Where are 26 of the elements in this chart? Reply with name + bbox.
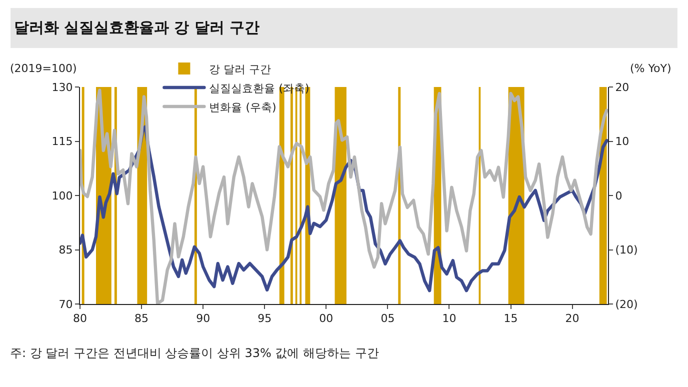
x-tick-label: 10 xyxy=(442,312,456,326)
y2-tick-label: (20) xyxy=(615,298,638,311)
x-tick-label: 05 xyxy=(380,312,395,326)
x-tick-label: 90 xyxy=(196,312,210,326)
legend-label: 변화율 (우축) xyxy=(209,100,276,114)
y2-tick-label: 10 xyxy=(615,135,630,148)
chart-title: 달러화 실질실효환율과 강 달러 구간 xyxy=(14,18,260,36)
y2-tick-label: 20 xyxy=(615,80,630,94)
y-tick-label: 70 xyxy=(58,298,73,311)
y2-tick-label: (10) xyxy=(615,244,638,257)
y-tick-label: 115 xyxy=(52,135,73,148)
legend-label: 실질실효환율 (좌축) xyxy=(209,82,310,95)
x-tick-label: 20 xyxy=(565,312,580,326)
y2-axis-title: (% YoY) xyxy=(630,62,672,75)
y-axis-title: (2019=100) xyxy=(10,62,77,75)
y-tick-label: 130 xyxy=(52,80,73,94)
text: 주: 강 달러 구간은 전년대비 상승률이 상위 33% 값에 해당하는 구간 xyxy=(10,346,379,360)
x-tick-label: 95 xyxy=(258,312,272,326)
y-tick-label: 100 xyxy=(52,189,73,202)
x-tick-label: 00 xyxy=(319,312,334,326)
legend-label: 강 달러 구간 xyxy=(209,62,272,76)
x-tick-label: 85 xyxy=(134,312,149,326)
y-tick-label: 85 xyxy=(58,244,73,257)
x-tick-label: 15 xyxy=(504,312,518,326)
y2-tick-label: 0 xyxy=(615,189,622,202)
x-tick-label: 80 xyxy=(73,312,87,326)
